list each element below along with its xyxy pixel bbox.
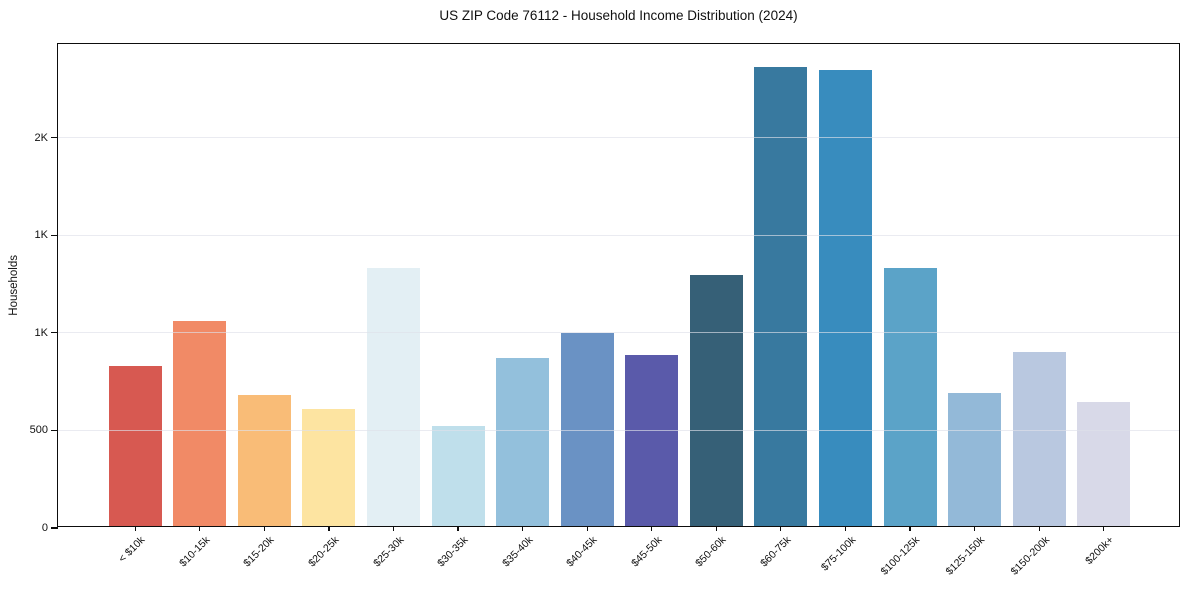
x-tick-mark xyxy=(586,526,588,531)
gridline xyxy=(58,429,1179,431)
x-tick-label: $45-50k xyxy=(628,534,665,570)
x-tick-mark xyxy=(134,526,136,531)
bar-75-100k xyxy=(818,70,872,526)
bar-100-125k xyxy=(883,268,937,526)
x-tick-mark xyxy=(328,526,330,531)
bar-25-30k xyxy=(367,268,421,526)
y-tick-mark xyxy=(51,527,58,529)
x-axis-layer: < $10k $10-15k $15-20k $20-25k $25-30k $30-35… xyxy=(58,44,1179,578)
y-tick-label: 500 xyxy=(29,424,48,437)
x-tick-label: $35-40k xyxy=(499,534,536,570)
y-tick-label: 1K xyxy=(34,326,48,339)
x-tick-label: $15-20k xyxy=(241,534,277,570)
y-axis-layer: 0 500 1K 1K 2K xyxy=(30,44,1179,534)
bar-15-20k xyxy=(237,395,291,526)
bar-30-35k xyxy=(431,425,485,526)
bar-125-150k xyxy=(948,393,1002,526)
x-tick-label: $75-100k xyxy=(818,534,858,574)
bars-layer xyxy=(58,44,1179,526)
y-axis-title-text: Households xyxy=(8,254,20,316)
bar-10-15k xyxy=(173,321,227,526)
x-tick-mark xyxy=(780,526,782,531)
y-tick-label: 1K xyxy=(34,229,48,242)
x-tick-label: $10-15k xyxy=(177,534,213,570)
bar-35-40k xyxy=(496,358,550,526)
x-tick-label: $125-150k xyxy=(943,534,988,578)
y-tick-label: 0 xyxy=(41,522,48,534)
x-tick-mark xyxy=(199,526,201,531)
x-tick-mark xyxy=(522,526,524,531)
bar-200k+ xyxy=(1077,402,1131,526)
x-tick-mark xyxy=(844,526,847,531)
chart-title: US ZIP Code 76112 - Household Income Dis… xyxy=(439,8,798,23)
x-tick-label: < $10k xyxy=(116,534,148,565)
x-tick-mark xyxy=(263,526,265,531)
y-tick-label: 2K xyxy=(34,131,48,144)
gridline xyxy=(58,332,1179,334)
bar-60-75k xyxy=(754,67,808,526)
y-tick-mark xyxy=(51,137,58,139)
x-tick-label: $40-45k xyxy=(564,534,600,570)
x-tick-mark xyxy=(909,526,911,531)
x-tick-mark xyxy=(651,526,653,531)
x-tick-mark xyxy=(457,526,459,531)
bar-20-25k xyxy=(302,408,356,526)
plot-area: 0 500 1K 1K 2K < $10k $10-15k $15-20k $20-25k $2… xyxy=(30,43,1180,578)
x-tick-label: $25-30k xyxy=(370,534,407,570)
bar-10k xyxy=(108,365,162,526)
x-tick-mark xyxy=(1103,526,1105,531)
bar-50-60k xyxy=(689,275,743,526)
x-tick-label: $30-35k xyxy=(435,534,471,570)
gridline xyxy=(58,137,1179,139)
x-tick-label: $200k+ xyxy=(1083,534,1117,568)
x-tick-label: $100-125k xyxy=(878,534,923,578)
bar-45-50k xyxy=(625,355,679,526)
gridlines-layer xyxy=(58,44,1179,526)
y-axis-title: Households xyxy=(4,43,24,527)
bar-40-45k xyxy=(560,332,614,526)
y-tick-mark xyxy=(51,234,58,236)
x-tick-mark xyxy=(973,526,976,531)
x-tick-mark xyxy=(1038,526,1040,531)
bar-150-200k xyxy=(1012,352,1066,526)
y-tick-mark xyxy=(51,429,58,431)
x-tick-label: $150-200k xyxy=(1008,534,1052,578)
x-tick-label: $60-75k xyxy=(758,534,794,570)
x-tick-mark xyxy=(392,526,395,531)
gridline xyxy=(58,234,1179,236)
x-tick-label: $50-60k xyxy=(693,534,729,570)
x-tick-mark xyxy=(715,526,717,531)
x-tick-label: $20-25k xyxy=(306,534,342,570)
y-tick-mark xyxy=(51,332,58,334)
